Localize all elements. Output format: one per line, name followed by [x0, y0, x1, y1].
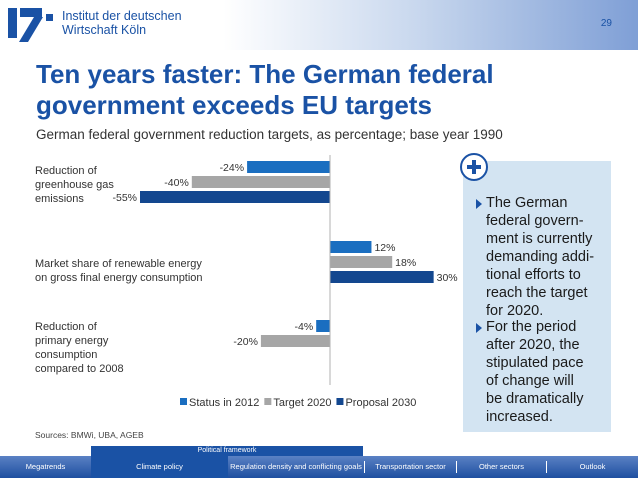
bullet-line: demanding addi-: [486, 249, 595, 265]
bar-1-0: [191, 176, 330, 188]
bullet-line: ment is currently: [486, 231, 593, 247]
nav-item-climate-policy[interactable]: Climate policy: [136, 462, 183, 471]
nav-divider: [364, 461, 365, 473]
bullet-line: reach the target: [486, 285, 588, 301]
category-label-line: on gross final energy consumption: [35, 272, 203, 284]
panel-bullet-1: The German federal govern- ment is curre…: [486, 194, 601, 320]
legend-label: Status in 2012: [189, 397, 259, 409]
bar-0-2: [316, 320, 330, 332]
category-label-line: primary energy: [35, 335, 109, 347]
political-framework-label: Political framework: [91, 446, 363, 456]
nav-item-transportation[interactable]: Transportation sector: [375, 462, 446, 471]
category-label-line: Market share of renewable energy: [35, 258, 202, 270]
bullet-line: The German: [486, 195, 568, 211]
bar-2-1: [330, 271, 434, 283]
sources-note: Sources: BMWi, UBA, AGEB: [35, 430, 144, 440]
data-label: -4%: [294, 321, 313, 333]
category-label-line: consumption: [35, 349, 98, 361]
bar-2-0: [140, 191, 330, 203]
slide-title: Ten years faster: The German federal gov…: [36, 59, 494, 120]
data-label: -40%: [164, 177, 189, 189]
bullet-line: of change will: [486, 373, 574, 389]
bullet-line: be dramatically: [486, 391, 584, 407]
data-label: 12%: [374, 242, 395, 254]
nav-item-megatrends[interactable]: Megatrends: [25, 462, 66, 471]
data-label: -55%: [112, 192, 137, 204]
bullet-line: federal govern-: [486, 213, 584, 229]
institute-name: Institut der deutschen Wirtschaft Köln: [62, 9, 182, 37]
category-label-line: Reduction of: [35, 165, 97, 177]
institute-line-1: Institut der deutschen: [62, 9, 182, 23]
panel-bullet-2: For the period after 2020, the stipulate…: [486, 318, 601, 426]
takeaway-panel: [463, 161, 611, 432]
category-label-greenhouse: Reduction of greenhouse gas emissions: [35, 164, 114, 206]
plus-icon: [460, 153, 488, 181]
slide-subtitle: German federal government reduction targ…: [36, 127, 503, 142]
category-label-renewable: Market share of renewable energy on gros…: [35, 257, 203, 285]
nav-selected-highlight: [91, 456, 228, 478]
nav-item-outlook[interactable]: Outlook: [579, 462, 606, 471]
bullet-line: For the period: [486, 319, 577, 335]
data-label: 18%: [395, 257, 416, 269]
bullet-line: for 2020.: [486, 303, 544, 319]
legend-label: Proposal 2030: [345, 397, 416, 409]
legend-label: Target 2020: [273, 397, 331, 409]
category-label-primary-energy: Reduction of primary energy consumption …: [35, 320, 124, 376]
legend-swatch: [264, 398, 272, 405]
bar-chart: -24% 12% -4% -40% 18% -20% -55% 30% Status in 20…: [112, 155, 458, 409]
legend-swatch: [180, 398, 187, 405]
bullet-line: tional efforts to: [486, 267, 581, 283]
bullet-line: increased.: [486, 409, 553, 425]
nav-item-other-sectors[interactable]: Other sectors: [478, 462, 524, 471]
legend-swatch: [336, 398, 344, 405]
category-label-line: compared to 2008: [35, 363, 124, 375]
bar-0-1: [330, 241, 372, 253]
nav-divider: [546, 461, 547, 473]
bar-1-1: [330, 256, 393, 268]
bottom-navigation: Megatrends Climate policy Regulation den…: [0, 456, 638, 478]
category-label-line: emissions: [35, 193, 84, 205]
header-bar: Institut der deutschen Wirtschaft Köln 2…: [0, 0, 638, 50]
iw-logo-icon: [8, 8, 53, 42]
institute-line-2: Wirtschaft Köln: [62, 23, 147, 37]
nav-divider: [456, 461, 457, 473]
bullet-triangle-icon: [476, 199, 482, 209]
bullet-triangle-icon: [476, 323, 482, 333]
bullet-line: after 2020, the: [486, 337, 580, 353]
bar-0-0: [247, 161, 330, 173]
bullet-line: stipulated pace: [486, 355, 584, 371]
data-label: 30%: [437, 272, 458, 284]
data-label: -24%: [220, 162, 245, 174]
bar-1-2: [260, 335, 330, 347]
page-number: 29: [600, 18, 612, 29]
category-label-line: Reduction of: [35, 321, 97, 333]
category-label-line: greenhouse gas: [35, 179, 114, 191]
nav-item-regulation[interactable]: Regulation density and conflicting goals: [230, 462, 362, 471]
data-label: -20%: [233, 336, 258, 348]
